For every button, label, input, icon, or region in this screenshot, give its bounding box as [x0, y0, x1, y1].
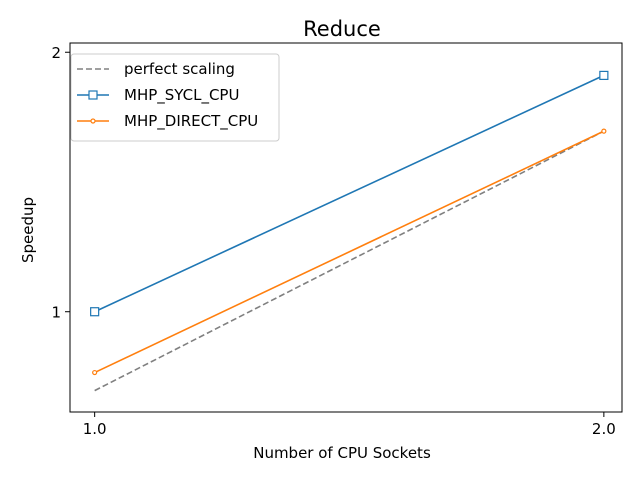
- series-line-2: [94, 130, 605, 374]
- legend-label-1: MHP_SYCL_CPU: [124, 86, 239, 105]
- legend-marker: [90, 118, 96, 124]
- legend-box: [70, 53, 280, 142]
- legend-marker: [88, 90, 98, 100]
- y-tick-label: 2: [51, 44, 61, 62]
- x-tick-label: 2.0: [592, 420, 616, 438]
- y-tick-label: 1: [51, 304, 61, 322]
- legend: perfect scaling MHP_SYCL_CPU MHP_DIRECT_CP…: [70, 53, 280, 142]
- axis-ticks: 1.0 2.0 1 2: [51, 44, 615, 438]
- chart-title: Reduce: [303, 17, 381, 41]
- plot-area: [90, 70, 609, 392]
- data-point: [601, 128, 607, 134]
- series-line-0: [94, 130, 605, 392]
- legend-label-0: perfect scaling: [124, 60, 235, 78]
- legend-label-2: MHP_DIRECT_CPU: [124, 112, 258, 131]
- data-point: [599, 70, 609, 81]
- data-point: [92, 369, 98, 376]
- series-line-1: [94, 74, 605, 313]
- plot-frame: [69, 42, 623, 413]
- x-axis-label: Number of CPU Sockets: [253, 444, 431, 462]
- x-tick-label: 1.0: [83, 420, 107, 438]
- y-axis-label: Speedup: [19, 197, 37, 263]
- data-point: [90, 307, 100, 317]
